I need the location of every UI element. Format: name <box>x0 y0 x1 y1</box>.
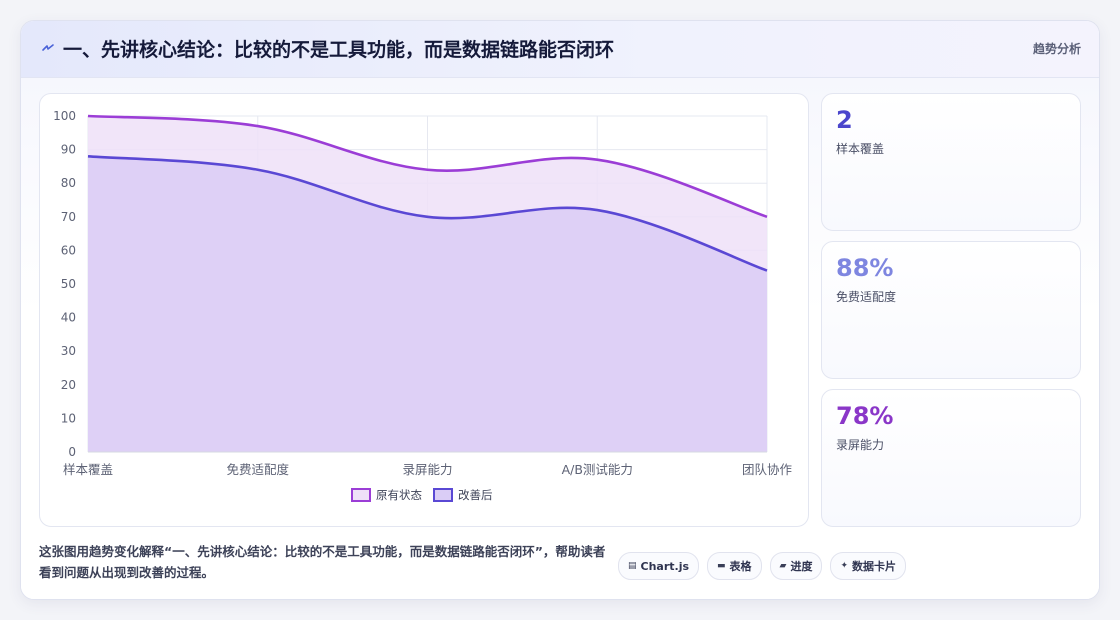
progress-icon: ▰ <box>779 561 787 571</box>
header-tag: 趋势分析 <box>1032 42 1081 56</box>
stat-value: 78% <box>836 402 894 430</box>
legend-label-0: 原有状态 <box>376 488 422 502</box>
legend-swatch-0 <box>351 488 371 502</box>
chip-data-cards[interactable]: ✦ 数据卡片 <box>830 552 907 580</box>
y-tick-label: 90 <box>61 143 76 157</box>
legend-label-1: 改善后 <box>458 488 493 502</box>
main-card: 一、先讲核心结论：比较的不是工具功能，而是数据链路能否闭环 趋势分析 0 10 20… <box>20 20 1100 600</box>
chip-label: Chart.js <box>640 559 690 573</box>
stat-card-free-fit: 88% 免费适配度 <box>821 241 1081 379</box>
x-tick-label: 录屏能力 <box>402 462 452 477</box>
x-tick-label: 团队协作 <box>742 462 793 477</box>
stat-label: 录屏能力 <box>836 438 885 452</box>
y-tick-label: 70 <box>61 210 76 224</box>
x-tick-label: 样本覆盖 <box>63 462 113 477</box>
lightning-icon <box>42 44 54 51</box>
y-tick-label: 50 <box>61 277 76 291</box>
x-tick-label: 免费适配度 <box>226 462 289 477</box>
chip-table[interactable]: ▬ 表格 <box>707 552 762 580</box>
x-tick-label: A/B测试能力 <box>562 462 633 477</box>
stat-label: 免费适配度 <box>836 290 897 304</box>
y-tick-label: 30 <box>61 344 76 358</box>
stat-label: 样本覆盖 <box>836 142 885 156</box>
y-tick-label: 10 <box>61 411 76 425</box>
y-tick-label: 20 <box>61 378 76 392</box>
y-tick-label: 60 <box>61 243 76 257</box>
series-area-1 <box>88 156 767 452</box>
area-chart: 0 10 20 30 40 50 60 70 80 90 100 样本覆盖 免费适配度 录屏能力 A/B测试… <box>53 109 793 502</box>
sparkle-icon: ✦ <box>840 561 849 571</box>
table-icon: ▬ <box>717 561 726 571</box>
page-title: 一、先讲核心结论：比较的不是工具功能，而是数据链路能否闭环 <box>63 39 615 61</box>
chip-chartjs[interactable]: ▤ Chart.js <box>618 552 700 580</box>
stat-value: 88% <box>836 254 894 282</box>
y-tick-label: 40 <box>61 311 76 325</box>
tech-chips: ▤ Chart.js ▬ 表格 ▰ 进度 ✦ 数据卡片 <box>618 552 907 580</box>
card-header: 一、先讲核心结论：比较的不是工具功能，而是数据链路能否闭环 趋势分析 <box>21 21 1099 78</box>
chart-icon: ▤ <box>628 561 637 571</box>
chart-caption: 这张图用趋势变化解释“一、先讲核心结论：比较的不是工具功能，而是数据链路能否闭环… <box>39 544 606 580</box>
chip-label: 数据卡片 <box>852 560 897 573</box>
chip-label: 表格 <box>729 560 752 573</box>
stat-card-sample: 2 样本覆盖 <box>821 93 1081 231</box>
chip-label: 进度 <box>790 560 813 573</box>
stat-value: 2 <box>836 106 853 134</box>
y-tick-label: 0 <box>68 445 76 459</box>
stat-card-recording: 78% 录屏能力 <box>821 389 1081 527</box>
chart-panel: 0 10 20 30 40 50 60 70 80 90 100 样本覆盖 免费适配度 录屏能力 A/B测试… <box>39 93 809 527</box>
chip-progress[interactable]: ▰ 进度 <box>769 552 823 580</box>
y-tick-label: 100 <box>53 109 76 123</box>
y-tick-label: 80 <box>61 176 76 190</box>
legend-swatch-1 <box>433 488 453 502</box>
